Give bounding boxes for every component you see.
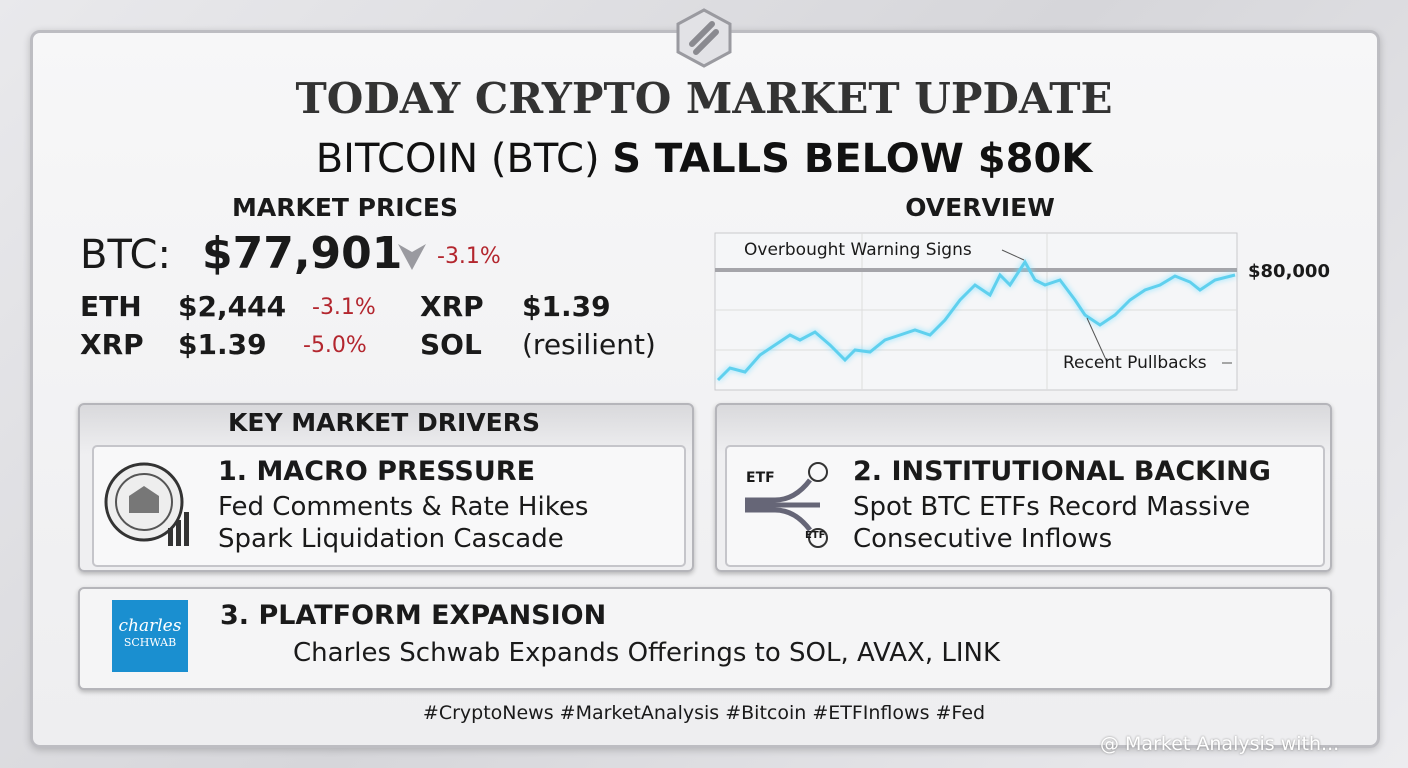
- overview-chart: [714, 232, 1238, 391]
- section-heading: MARKET PRICES: [232, 193, 458, 222]
- etf-icon: [745, 462, 828, 548]
- price: $1.39: [522, 290, 611, 323]
- section-heading: OVERVIEW: [905, 193, 1055, 222]
- change: -5.0%: [303, 333, 367, 358]
- fed-seal-icon: [104, 462, 189, 546]
- symbol: XRP: [80, 328, 144, 361]
- driver-text: Fed Comments & Rate Hikes: [218, 492, 589, 522]
- btc-label: BTC:: [80, 232, 171, 278]
- down-arrow: [398, 244, 426, 270]
- symbol: XRP: [420, 290, 484, 323]
- logo-text: SCHWAB: [123, 636, 177, 649]
- chart-box: [714, 232, 1238, 391]
- driver-card: [92, 445, 686, 567]
- driver-title: 3. PLATFORM EXPANSION: [220, 600, 607, 631]
- driver-text: Spot BTC ETFs Record Massive: [853, 492, 1251, 522]
- change: -3.1%: [312, 295, 376, 320]
- price: (resilient): [522, 328, 656, 361]
- symbol: ETH: [80, 290, 142, 323]
- schwab-logo: charles SCHWAB: [112, 600, 188, 672]
- symbol: SOL: [420, 328, 482, 361]
- level-label: $80,000: [1248, 261, 1330, 282]
- logo-icon: [676, 8, 732, 68]
- price-line: [716, 259, 1236, 382]
- icon-label: ETF: [746, 470, 775, 486]
- btc-change: -3.1%: [437, 244, 501, 269]
- annotation: Recent Pullbacks: [1063, 353, 1207, 373]
- icon-label: ETF: [805, 530, 826, 541]
- driver-text: Spark Liquidation Cascade: [218, 524, 564, 554]
- watermark: @ Market Analysis with...: [1100, 733, 1340, 755]
- price: $1.39: [178, 328, 267, 361]
- price: $2,444: [178, 290, 287, 323]
- driver-text: Charles Schwab Expands Offerings to SOL,…: [293, 638, 1001, 668]
- subtitle-bold: S TALLS BELOW $80K: [612, 136, 1093, 182]
- annotation: Overbought Warning Signs: [744, 240, 972, 260]
- hashtags: #CryptoNews #MarketAnalysis #Bitcoin #ET…: [422, 702, 986, 724]
- subtitle-plain: BITCOIN (BTC): [315, 136, 600, 182]
- section-heading: KEY MARKET DRIVERS: [228, 408, 540, 437]
- driver-text: Consecutive Inflows: [853, 524, 1113, 554]
- driver-title: 1. MACRO PRESSURE: [218, 456, 536, 487]
- btc-price: $77,901: [202, 228, 403, 279]
- driver-card: [78, 587, 1332, 690]
- title: TODAY CRYPTO MARKET UPDATE: [295, 74, 1113, 123]
- driver-title: 2. INSTITUTIONAL BACKING: [853, 456, 1271, 487]
- logo-text: charles: [118, 616, 182, 636]
- subtitle: BITCOIN (BTC) S TALLS BELOW $80K: [0, 136, 1408, 182]
